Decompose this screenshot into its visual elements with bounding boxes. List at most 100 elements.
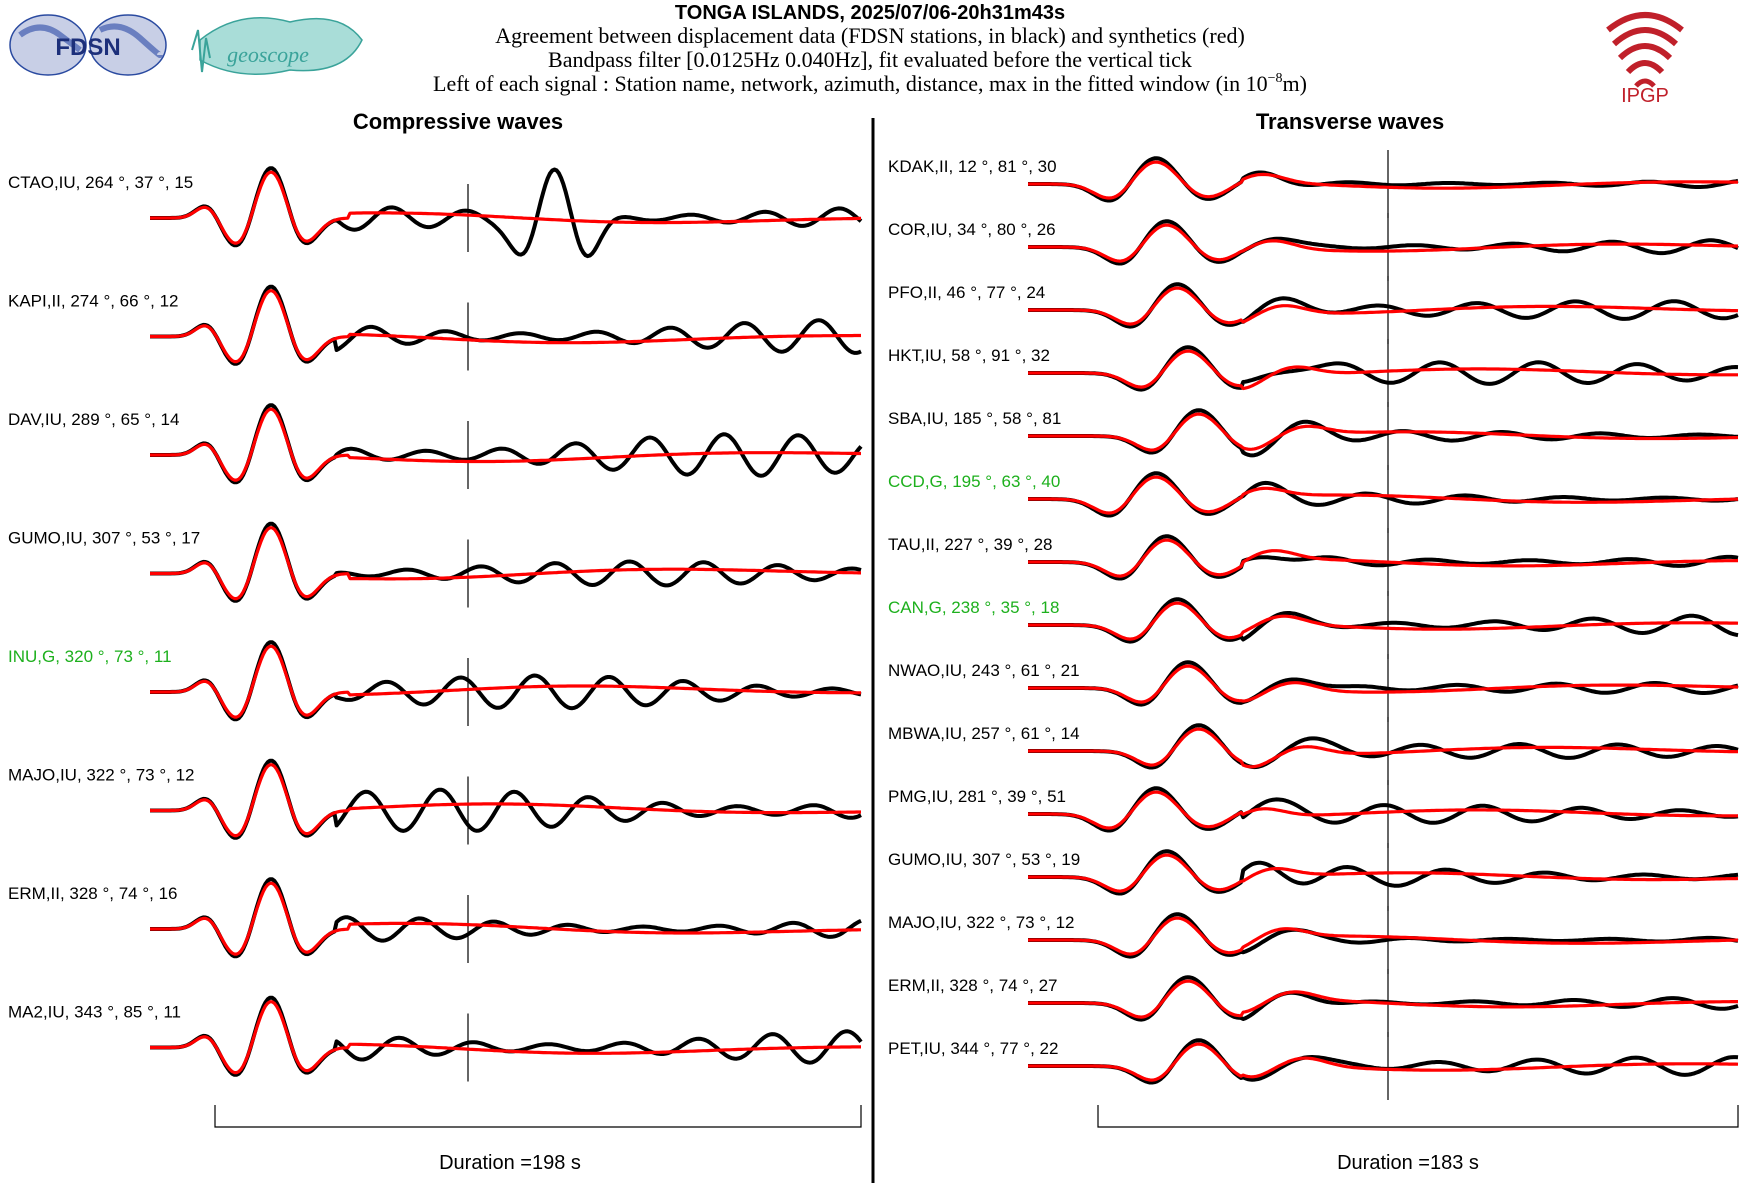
synthetic-trace bbox=[150, 644, 861, 719]
station-label: MAJO,IU, 322 °, 73 °, 12 bbox=[888, 913, 1075, 932]
station-label: TAU,II, 227 °, 39 °, 28 bbox=[888, 535, 1052, 554]
synthetic-trace bbox=[1028, 349, 1738, 391]
header-line-3-suffix: m) bbox=[1283, 71, 1307, 96]
station-label: MA2,IU, 343 °, 85 °, 11 bbox=[8, 1003, 181, 1022]
station-label: GUMO,IU, 307 °, 53 °, 17 bbox=[8, 529, 200, 548]
compressive-traces: CTAO,IU, 264 °, 37 °, 15 KAPI,II, 274 °, … bbox=[8, 166, 863, 1082]
synthetic-trace bbox=[1028, 538, 1738, 578]
compressive-panel-title: Compressive waves bbox=[353, 109, 563, 134]
synthetic-trace bbox=[1028, 727, 1738, 769]
figure-title: TONGA ISLANDS, 2025/07/06-20h31m43s bbox=[675, 2, 1065, 24]
station-label: COR,IU, 34 °, 80 °, 26 bbox=[888, 220, 1056, 239]
header-line-1: Agreement between displacement data (FDS… bbox=[495, 23, 1245, 48]
station-label: PMG,IU, 281 °, 39 °, 51 bbox=[888, 787, 1066, 806]
trace-row: SBA,IU, 185 °, 58 °, 81 bbox=[888, 402, 1739, 470]
station-label: MBWA,IU, 257 °, 61 °, 14 bbox=[888, 724, 1080, 743]
fdsn-logo-text: FDSN bbox=[55, 34, 120, 61]
synthetic-trace bbox=[1028, 286, 1739, 326]
synthetic-trace bbox=[1028, 1042, 1739, 1082]
data-trace bbox=[150, 166, 863, 259]
synthetic-trace bbox=[1028, 475, 1739, 515]
geoscope-logo-text: geoscope bbox=[227, 42, 309, 67]
station-label: KAPI,II, 274 °, 66 °, 12 bbox=[8, 292, 178, 311]
header-line-3-prefix: Left of each signal : Station name, netw… bbox=[433, 71, 1268, 96]
trace-row: MA2,IU, 343 °, 85 °, 11 bbox=[8, 995, 863, 1082]
synthetic-trace bbox=[1028, 223, 1739, 263]
trace-row: CTAO,IU, 264 °, 37 °, 15 bbox=[8, 166, 863, 259]
station-label: CTAO,IU, 264 °, 37 °, 15 bbox=[8, 173, 193, 192]
synthetic-trace bbox=[1028, 664, 1739, 704]
trace-row: ERM,II, 328 °, 74 °, 27 bbox=[888, 969, 1739, 1037]
trace-row: PMG,IU, 281 °, 39 °, 51 bbox=[888, 780, 1739, 848]
trace-row: DAV,IU, 289 °, 65 °, 14 bbox=[8, 403, 863, 489]
station-label: INU,G, 320 °, 73 °, 11 bbox=[8, 647, 172, 666]
data-trace bbox=[1028, 345, 1739, 392]
transverse-duration-label: Duration =183 s bbox=[1337, 1152, 1479, 1174]
station-label: NWAO,IU, 243 °, 61 °, 21 bbox=[888, 661, 1080, 680]
synthetic-trace bbox=[1028, 979, 1738, 1019]
data-trace bbox=[1028, 408, 1739, 458]
data-trace bbox=[1028, 786, 1739, 833]
station-label: GUMO,IU, 307 °, 53 °, 19 bbox=[888, 850, 1080, 869]
station-label: PET,IU, 344 °, 77 °, 22 bbox=[888, 1039, 1058, 1058]
trace-row: ERM,II, 328 °, 74 °, 16 bbox=[8, 877, 862, 963]
data-trace bbox=[1028, 660, 1739, 707]
synthetic-trace bbox=[150, 407, 861, 482]
synthetic-trace bbox=[150, 1000, 861, 1075]
synthetic-trace bbox=[150, 170, 861, 245]
trace-row: MBWA,IU, 257 °, 61 °, 14 bbox=[888, 717, 1739, 785]
trace-row: KAPI,II, 274 °, 66 °, 12 bbox=[8, 284, 862, 371]
synthetic-trace bbox=[150, 526, 861, 601]
trace-row: KDAK,II, 12 °, 81 °, 30 bbox=[888, 150, 1739, 218]
header-line-3: Left of each signal : Station name, netw… bbox=[433, 71, 1307, 96]
data-trace bbox=[150, 521, 862, 603]
ipgp-logo: IPGP bbox=[1606, 12, 1684, 107]
synthetic-trace bbox=[1028, 160, 1739, 200]
synthetic-trace bbox=[1028, 916, 1738, 956]
trace-row: CAN,G, 238 °, 35 °, 18 bbox=[888, 591, 1739, 659]
station-label: CAN,G, 238 °, 35 °, 18 bbox=[888, 598, 1059, 617]
synthetic-trace bbox=[150, 289, 861, 364]
trace-row: COR,IU, 34 °, 80 °, 26 bbox=[888, 213, 1739, 281]
header-line-3-exponent: −8 bbox=[1268, 71, 1283, 86]
station-label: PFO,II, 46 °, 77 °, 24 bbox=[888, 283, 1045, 302]
trace-row: INU,G, 320 °, 73 °, 11 bbox=[8, 640, 862, 726]
trace-row: MAJO,IU, 322 °, 73 °, 12 bbox=[888, 906, 1739, 974]
data-trace bbox=[1028, 723, 1739, 770]
trace-row: CCD,G, 195 °, 63 °, 40 bbox=[888, 465, 1739, 533]
station-label: ERM,II, 328 °, 74 °, 16 bbox=[8, 884, 178, 903]
transverse-duration-bracket bbox=[1097, 1105, 1739, 1128]
trace-row: HKT,IU, 58 °, 91 °, 32 bbox=[888, 339, 1739, 407]
station-label: HKT,IU, 58 °, 91 °, 32 bbox=[888, 346, 1050, 365]
station-label: KDAK,II, 12 °, 81 °, 30 bbox=[888, 157, 1057, 176]
station-label: MAJO,IU, 322 °, 73 °, 12 bbox=[8, 766, 195, 785]
synthetic-trace bbox=[1028, 790, 1738, 830]
ipgp-logo-text: IPGP bbox=[1621, 85, 1669, 107]
data-trace bbox=[150, 284, 862, 366]
data-trace bbox=[150, 758, 862, 840]
station-label: CCD,G, 195 °, 63 °, 40 bbox=[888, 472, 1060, 491]
synthetic-trace bbox=[1028, 601, 1739, 641]
synthetic-trace bbox=[1028, 412, 1739, 452]
synthetic-trace bbox=[1028, 853, 1739, 893]
trace-row: GUMO,IU, 307 °, 53 °, 19 bbox=[888, 843, 1739, 911]
station-label: ERM,II, 328 °, 74 °, 27 bbox=[888, 976, 1058, 995]
trace-row: TAU,II, 227 °, 39 °, 28 bbox=[888, 528, 1739, 596]
data-trace bbox=[150, 403, 863, 485]
fdsn-logo: FDSN bbox=[9, 14, 167, 76]
station-label: SBA,IU, 185 °, 58 °, 81 bbox=[888, 409, 1061, 428]
trace-row: NWAO,IU, 243 °, 61 °, 21 bbox=[888, 654, 1739, 722]
trace-row: PFO,II, 46 °, 77 °, 24 bbox=[888, 276, 1739, 344]
synthetic-trace bbox=[150, 763, 861, 838]
geoscope-logo: geoscope bbox=[191, 16, 363, 75]
synthetic-trace bbox=[150, 881, 861, 956]
trace-row: PET,IU, 344 °, 77 °, 22 bbox=[888, 1032, 1739, 1100]
header-line-2: Bandpass filter [0.0125Hz 0.040Hz], fit … bbox=[548, 47, 1192, 72]
compressive-duration-bracket bbox=[214, 1105, 862, 1128]
transverse-panel-title: Transverse waves bbox=[1256, 109, 1444, 134]
trace-row: MAJO,IU, 322 °, 73 °, 12 bbox=[8, 758, 862, 845]
transverse-traces: KDAK,II, 12 °, 81 °, 30 COR,IU, 34 °, 80 … bbox=[888, 150, 1739, 1100]
trace-row: GUMO,IU, 307 °, 53 °, 17 bbox=[8, 521, 862, 608]
